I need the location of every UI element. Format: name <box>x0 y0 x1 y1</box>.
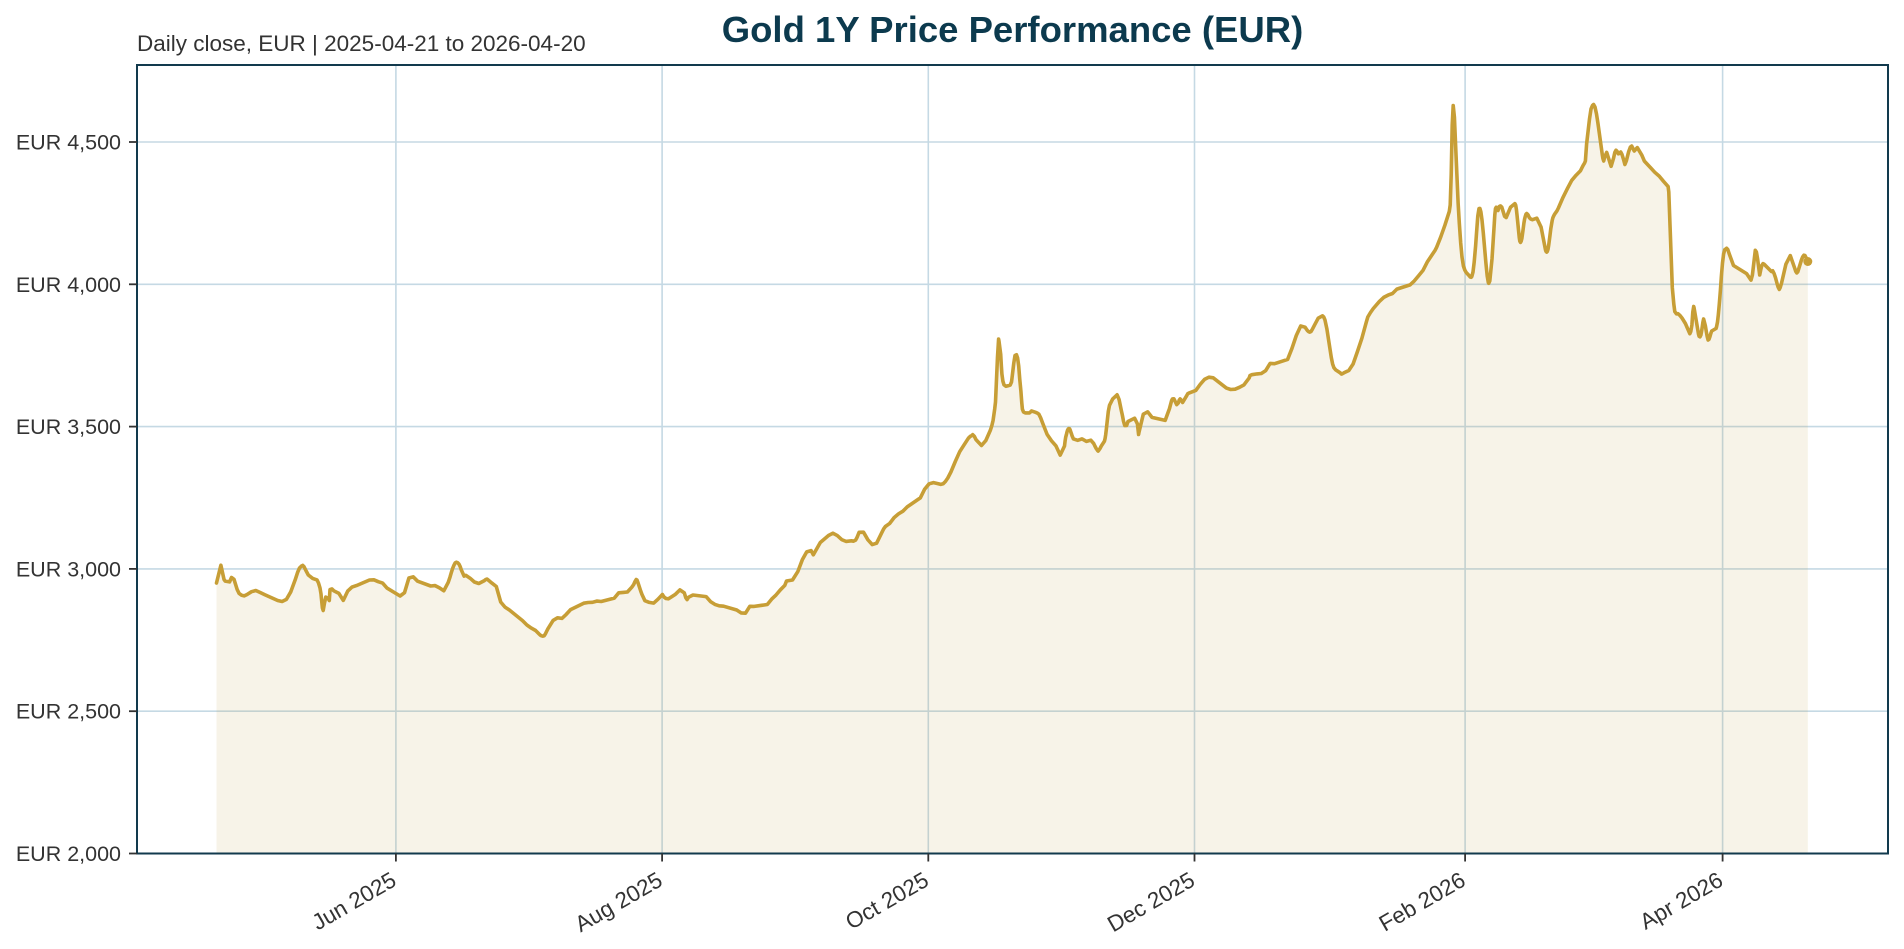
svg-text:EUR 3,500: EUR 3,500 <box>16 415 121 439</box>
svg-text:Gold 1Y Price Performance (EUR: Gold 1Y Price Performance (EUR) <box>722 9 1304 50</box>
svg-text:EUR 2,500: EUR 2,500 <box>16 700 121 724</box>
svg-text:EUR 4,500: EUR 4,500 <box>16 131 121 155</box>
svg-text:Daily close, EUR | 2025-04-21: Daily close, EUR | 2025-04-21 to 2026-04… <box>137 31 586 56</box>
svg-text:EUR 4,000: EUR 4,000 <box>16 273 121 297</box>
svg-text:EUR 2,000: EUR 2,000 <box>16 842 121 866</box>
svg-text:EUR 3,000: EUR 3,000 <box>16 557 121 581</box>
